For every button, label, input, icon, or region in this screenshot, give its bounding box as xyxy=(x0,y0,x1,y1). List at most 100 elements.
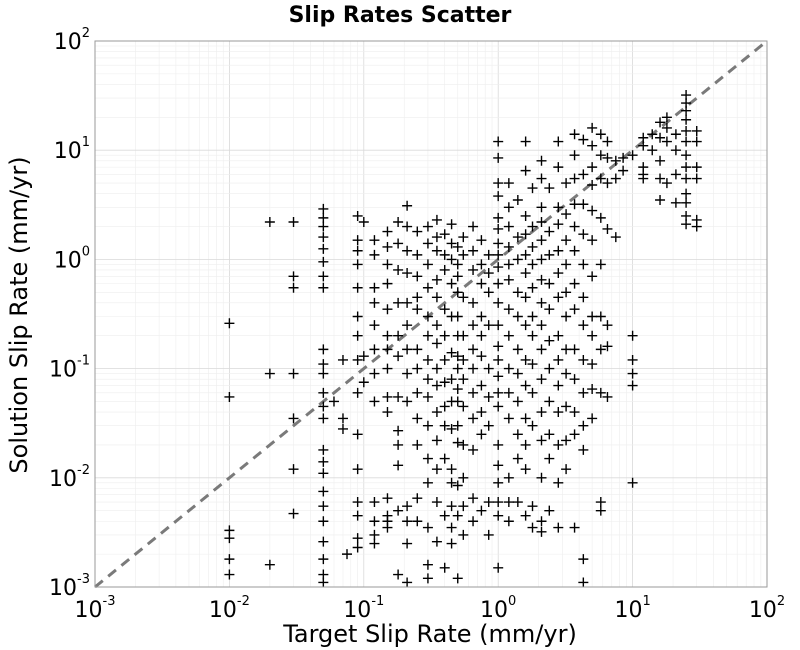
data-point-marker xyxy=(452,287,463,298)
data-point-marker xyxy=(493,387,504,398)
data-point-marker xyxy=(520,510,531,521)
data-point-marker xyxy=(527,241,538,252)
data-point-marker xyxy=(578,292,589,303)
data-point-marker xyxy=(544,304,555,315)
data-point-marker xyxy=(422,559,433,570)
x-axis-ticks: 10-3 10-2 10-1 100 101 102 xyxy=(75,594,786,623)
y-tick-exponent: 2 xyxy=(82,26,90,41)
data-point-marker xyxy=(544,249,555,260)
data-point-marker xyxy=(627,368,638,379)
data-point-marker xyxy=(352,245,363,256)
data-point-marker xyxy=(393,264,404,275)
data-point-marker xyxy=(503,516,514,527)
data-point-marker xyxy=(318,232,329,243)
data-point-marker xyxy=(569,278,580,289)
data-point-marker xyxy=(352,282,363,293)
data-point-marker xyxy=(393,460,404,471)
data-point-marker xyxy=(561,368,572,379)
data-point-marker xyxy=(358,377,369,388)
data-point-marker xyxy=(431,214,442,225)
data-point-marker xyxy=(681,188,692,199)
data-point-marker xyxy=(402,501,413,512)
data-point-marker xyxy=(527,183,538,194)
data-point-marker xyxy=(561,464,572,475)
x-tick-base: 10 xyxy=(75,598,103,623)
data-point-marker xyxy=(318,256,329,267)
data-point-marker xyxy=(431,274,442,285)
data-point-marker xyxy=(352,259,363,270)
data-point-marker xyxy=(691,173,702,184)
data-point-marker xyxy=(587,205,598,216)
data-point-marker xyxy=(595,505,606,516)
data-point-marker xyxy=(493,497,504,508)
data-point-marker xyxy=(352,210,363,221)
data-point-marker xyxy=(493,477,504,488)
data-point-marker xyxy=(422,453,433,464)
data-point-marker xyxy=(288,368,299,379)
data-point-marker xyxy=(561,259,572,270)
data-point-marker xyxy=(493,460,504,471)
data-point-marker xyxy=(412,493,423,504)
data-point-marker xyxy=(627,150,638,161)
data-point-marker xyxy=(512,429,523,440)
data-point-marker xyxy=(431,407,442,418)
y-tick-label: 10-3 xyxy=(49,572,90,601)
data-point-marker xyxy=(446,278,457,289)
data-point-marker xyxy=(402,344,413,355)
data-point-marker xyxy=(536,297,547,308)
data-point-marker xyxy=(402,320,413,331)
data-point-marker xyxy=(520,210,531,221)
data-point-marker xyxy=(431,320,442,331)
data-point-marker xyxy=(627,354,638,365)
data-point-marker xyxy=(352,387,363,398)
x-tick-exponent: -1 xyxy=(371,594,384,609)
data-point-marker xyxy=(402,516,413,527)
data-point-marker xyxy=(483,287,494,298)
data-point-marker xyxy=(587,271,598,282)
data-point-marker xyxy=(536,374,547,385)
data-point-marker xyxy=(553,136,564,147)
data-point-marker xyxy=(224,533,235,544)
data-point-marker xyxy=(369,396,380,407)
data-point-marker xyxy=(422,259,433,270)
data-point-marker xyxy=(382,241,393,252)
data-point-marker xyxy=(503,363,514,374)
data-point-marker xyxy=(369,344,380,355)
data-point-marker xyxy=(468,516,479,527)
data-point-marker xyxy=(468,363,479,374)
data-point-marker xyxy=(439,304,450,315)
data-point-marker xyxy=(483,391,494,402)
data-point-marker xyxy=(446,501,457,512)
data-point-marker xyxy=(493,371,504,382)
data-point-marker xyxy=(670,145,681,156)
data-point-marker xyxy=(503,259,514,270)
data-point-marker xyxy=(544,335,555,346)
data-point-marker xyxy=(382,407,393,418)
data-point-marker xyxy=(493,562,504,573)
data-point-marker xyxy=(318,486,329,497)
data-point-marker xyxy=(561,178,572,189)
data-point-marker xyxy=(431,536,442,547)
data-point-marker xyxy=(561,435,572,446)
data-point-marker xyxy=(493,297,504,308)
data-point-marker xyxy=(493,136,504,147)
data-point-marker xyxy=(422,221,433,232)
data-point-marker xyxy=(352,542,363,553)
data-point-marker xyxy=(578,320,589,331)
data-point-marker xyxy=(318,221,329,232)
data-point-marker xyxy=(512,368,523,379)
data-point-marker xyxy=(553,380,564,391)
x-tick-exponent: 0 xyxy=(508,594,516,609)
data-point-marker xyxy=(422,391,433,402)
x-tick-label: 100 xyxy=(480,594,516,623)
data-point-marker xyxy=(446,238,457,249)
data-point-marker xyxy=(318,456,329,467)
data-point-marker xyxy=(561,344,572,355)
data-point-marker xyxy=(587,180,598,191)
data-points xyxy=(224,90,702,588)
data-point-marker xyxy=(452,351,463,362)
data-point-marker xyxy=(520,249,531,260)
data-point-marker xyxy=(402,297,413,308)
y-tick-exponent: 1 xyxy=(82,135,90,150)
